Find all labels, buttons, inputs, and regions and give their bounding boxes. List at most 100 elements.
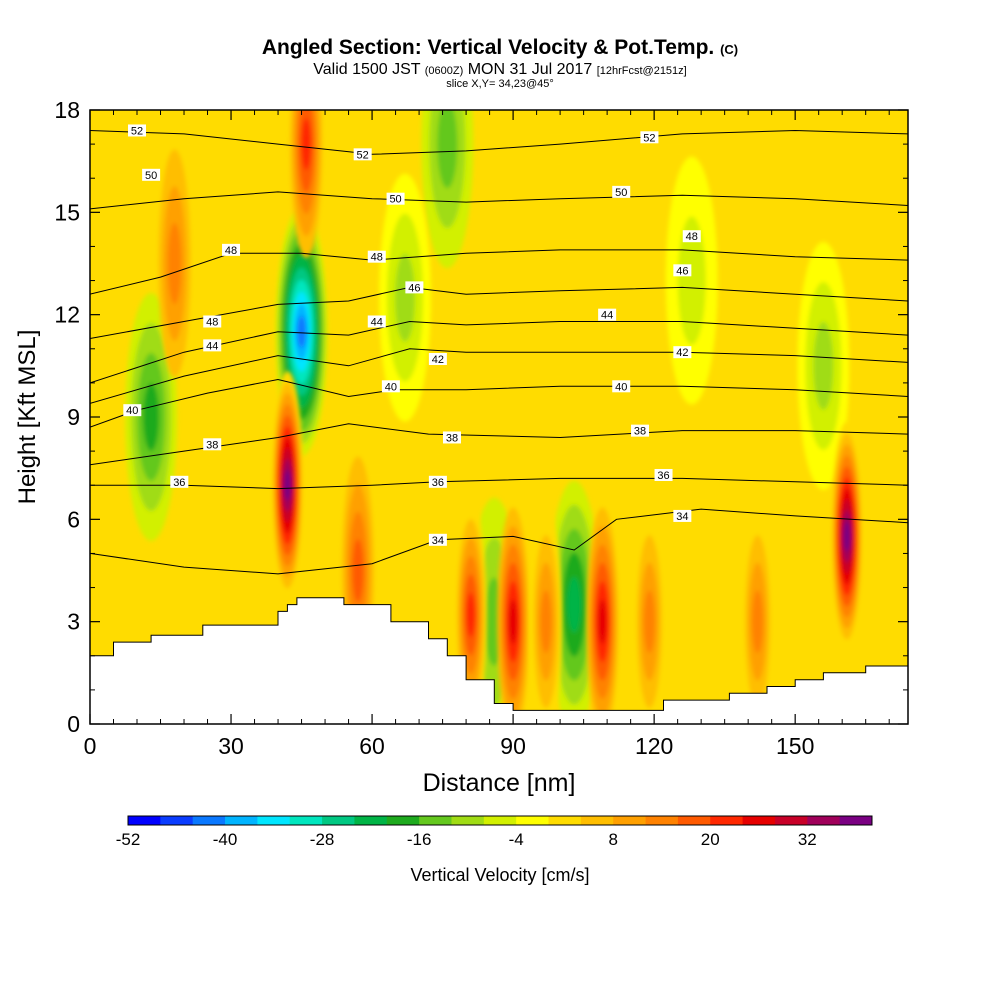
- contour-label-21: 38: [442, 431, 461, 444]
- x-tick-label-1: 30: [218, 733, 244, 759]
- contour-label-text-26: 34: [432, 535, 444, 547]
- contour-label-bg-2: [640, 131, 659, 144]
- colorbar-tick-label-5: 8: [608, 830, 617, 849]
- contour-label-16: 42: [673, 346, 692, 359]
- contour-label-text-10: 46: [676, 265, 688, 277]
- contour-label-text-23: 36: [173, 477, 185, 489]
- updraft-cell-6: [633, 507, 666, 724]
- colorbar-swatch-18: [710, 816, 744, 825]
- contour-label-text-3: 50: [145, 170, 157, 182]
- contour-48: [90, 249, 908, 295]
- colorbar-swatch-13: [548, 816, 582, 825]
- updraft-cell-4: [530, 507, 563, 724]
- contour-label-bg-27: [673, 509, 692, 522]
- x-axis-label: Distance [nm]: [423, 769, 576, 797]
- contour-label-12: 44: [367, 315, 386, 328]
- contour-label-1: 52: [353, 148, 372, 161]
- terrain-mask: [90, 597, 908, 724]
- downdraft-band-6-2: [813, 321, 834, 410]
- contour-label-bg-25: [654, 468, 673, 481]
- contour-label-bg-11: [203, 315, 222, 328]
- contour-label-11: 48: [203, 315, 222, 328]
- colorbar-swatch-8: [386, 816, 420, 825]
- contour-label-text-7: 48: [371, 252, 383, 264]
- colorbar-swatch-12: [516, 816, 549, 825]
- contour-label-bg-6: [222, 243, 241, 256]
- contour-label-text-11: 48: [206, 316, 218, 328]
- colorbar-tick-label-2: -28: [310, 830, 335, 849]
- contour-50: [90, 191, 908, 210]
- downdraft-cell-5: [378, 173, 431, 422]
- contour-label-text-17: 40: [126, 405, 138, 417]
- terrain: [90, 597, 908, 724]
- contour-label-text-25: 36: [657, 470, 669, 482]
- x-tick-label-0: 0: [84, 733, 97, 759]
- downdraft-band-7-1: [677, 216, 706, 345]
- contour-label-text-27: 34: [676, 511, 688, 523]
- y-tick-label-4: 12: [54, 302, 80, 328]
- contour-label-17: 40: [123, 404, 142, 417]
- contour-label-22: 38: [631, 424, 650, 438]
- valid-utc: (0600Z): [424, 65, 464, 77]
- contour-label-bg-13: [598, 308, 617, 321]
- contour-label-4: 50: [386, 192, 405, 206]
- chart-subtitle-valid-time: Valid 1500 JST (0600Z) MON 31 Jul 2017 […: [0, 61, 1000, 79]
- x-tick-label-4: 120: [635, 733, 673, 759]
- colorbar-swatch-4: [257, 816, 291, 825]
- contour-label-text-12: 44: [371, 316, 383, 328]
- contour-label-25: 36: [654, 468, 673, 482]
- contour-label-24: 36: [428, 475, 447, 489]
- contour-label-text-19: 40: [615, 381, 627, 393]
- contour-label-text-13: 44: [601, 310, 613, 322]
- updraft-band-10-2: [167, 222, 182, 305]
- contour-label-20: 38: [203, 438, 222, 451]
- downdraft-cell-2: [125, 293, 178, 541]
- contour-label-23: 36: [170, 475, 189, 489]
- updraft-cell-1: [830, 422, 863, 651]
- x-tick-label-5: 150: [776, 733, 814, 759]
- updraft-cell-9: [290, 110, 323, 259]
- colorbar-tick-label-1: -40: [213, 830, 238, 849]
- contour-label-13: 44: [598, 308, 617, 322]
- downdraft-cell-6: [797, 241, 850, 490]
- slice-caption: slice X,Y= 34,23@45°: [446, 78, 554, 90]
- valid-date: MON 31 Jul 2017: [467, 61, 593, 78]
- contour-label-15: 42: [428, 353, 447, 366]
- contour-label-bg-14: [203, 339, 222, 352]
- contour-label-text-2: 52: [643, 132, 655, 144]
- valid-forecast: [12hrFcst@2151z]: [596, 65, 687, 77]
- contour-label-text-20: 38: [206, 439, 218, 451]
- plot-area: 52 52 52 50 50 50 48 48 48 46 46 48 44 44 44 42 42 40 40 40…: [90, 110, 908, 724]
- colorbar-swatch-11: [483, 816, 517, 825]
- contour-label-3: 50: [142, 168, 161, 182]
- contour-label-19: 40: [612, 380, 631, 393]
- colorbar-swatch-5: [289, 816, 323, 825]
- updraft-band-1-9: [843, 521, 851, 552]
- updraft-band-6-3: [643, 590, 655, 654]
- colorbar-tick-label-0: -52: [116, 830, 141, 849]
- contour-label-text-15: 42: [432, 354, 444, 366]
- colorbar-swatch-9: [419, 816, 452, 825]
- contour-34: [90, 508, 908, 575]
- colorbar-swatch-0: [128, 816, 161, 825]
- x-tick-label-2: 60: [359, 733, 385, 759]
- colorbar-swatch-22: [839, 816, 873, 825]
- updraft-cell-7: [741, 507, 774, 724]
- updraft-cell-5: [586, 507, 619, 724]
- contour-label-bg-16: [673, 346, 692, 359]
- chart-title-main: Angled Section: Vertical Velocity & Pot.…: [261, 36, 715, 59]
- colorbar-frame: [127, 815, 873, 826]
- y-tick-label-2: 6: [67, 506, 80, 532]
- updraft-cell-3: [497, 507, 530, 724]
- colorbar-tick-label-6: 20: [701, 830, 720, 849]
- contour-label-text-4: 50: [389, 194, 401, 206]
- contour-label-bg-7: [367, 250, 386, 263]
- contour-label-text-0: 52: [131, 125, 143, 137]
- colorbar-swatch-14: [580, 816, 614, 825]
- y-tick-label-0: 0: [67, 711, 80, 737]
- contour-42: [90, 348, 908, 404]
- contour-label-bg-10: [673, 264, 692, 277]
- contour-label-text-22: 38: [634, 426, 646, 438]
- downdraft-band-5-2: [394, 253, 415, 342]
